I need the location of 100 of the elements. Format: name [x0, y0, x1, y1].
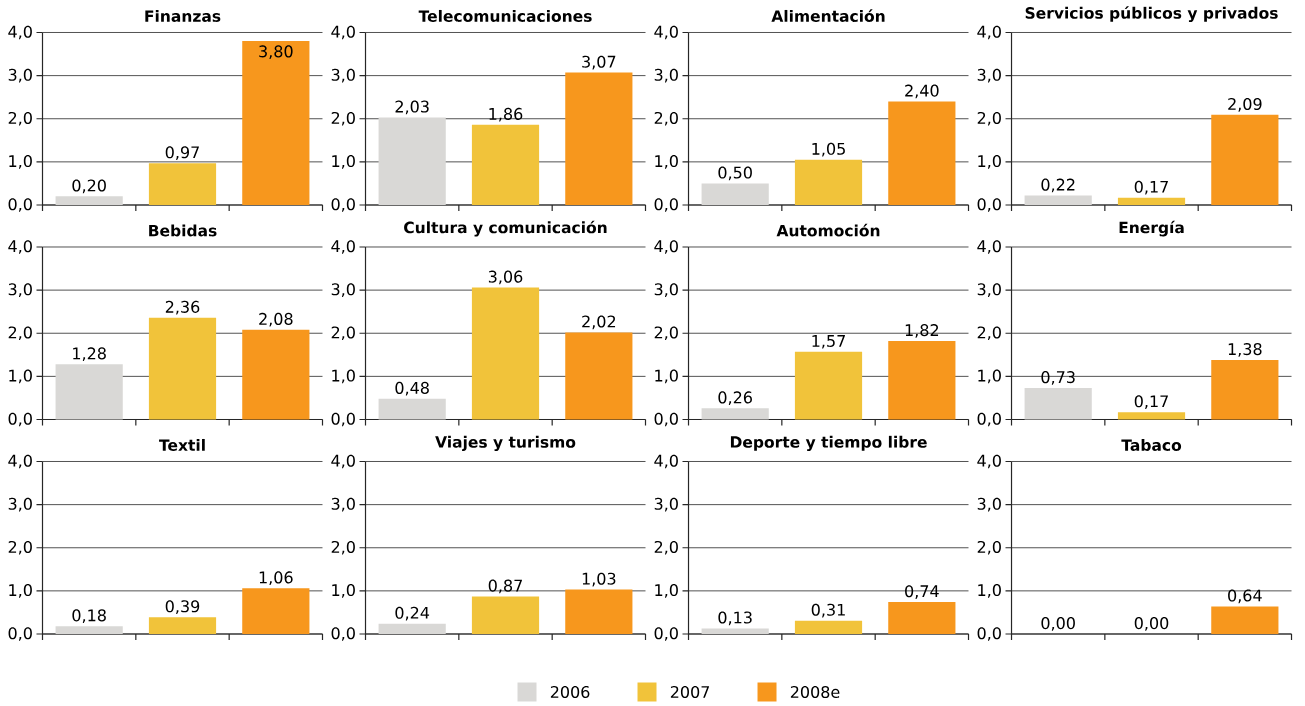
- chart-title: Energía: [1119, 220, 1184, 237]
- y-tick-label: 2,0: [977, 540, 1001, 555]
- y-tick-label: 2,0: [331, 111, 355, 126]
- data-label: 0,00: [1134, 617, 1169, 631]
- y-tick-label: 0,0: [977, 198, 1001, 212]
- data-label: 2,08: [259, 312, 293, 327]
- y-tick-label: 0,0: [8, 627, 32, 641]
- y-tick-label: 3,0: [331, 497, 355, 512]
- y-tick-label: 1,0: [332, 584, 355, 598]
- y-tick-label: 4,0: [331, 25, 355, 40]
- data-label: 0,18: [72, 609, 106, 624]
- y-tick-label: 4,0: [977, 25, 1001, 40]
- data-label: 0,17: [1134, 395, 1168, 409]
- chart-title: Bebidas: [149, 224, 217, 237]
- y-tick-label: 4,0: [654, 240, 678, 254]
- y-tick-label: 1,0: [655, 155, 678, 169]
- data-label: 0,24: [395, 606, 430, 621]
- y-tick-label: 3,0: [331, 283, 355, 297]
- chart-title: Textil: [159, 438, 205, 451]
- chart-title: Telecomunicaciones: [418, 9, 592, 22]
- data-label: 2,36: [165, 300, 200, 315]
- chart-title: Deporte y tiempo libre: [730, 435, 927, 451]
- y-tick-label: 4,0: [331, 240, 355, 254]
- legend-label: 2008e: [790, 685, 840, 699]
- y-tick-label: 0,0: [8, 412, 32, 427]
- y-tick-label: 2,0: [977, 111, 1001, 126]
- y-tick-label: 4,0: [654, 25, 678, 40]
- y-tick-label: 0,0: [654, 627, 678, 641]
- y-tick-label: 1,0: [9, 369, 32, 384]
- data-label: 3,80: [259, 45, 293, 60]
- y-tick-label: 1,0: [655, 584, 678, 598]
- y-tick-label: 1,0: [9, 584, 32, 598]
- y-tick-label: 3,0: [654, 68, 678, 83]
- y-tick-label: 1,0: [978, 155, 1001, 169]
- data-label: 1,86: [489, 107, 523, 122]
- data-label: 3,07: [582, 55, 616, 70]
- legend-label: 2006: [550, 685, 590, 699]
- y-tick-label: 4,0: [977, 454, 1001, 469]
- legend-label: 2007: [670, 685, 710, 699]
- y-tick-label: 4,0: [8, 454, 32, 469]
- chart-title: Automoción: [776, 223, 880, 237]
- y-tick-label: 2,0: [8, 326, 32, 341]
- data-label: 2,02: [582, 315, 616, 330]
- data-label: 0,39: [165, 600, 200, 614]
- data-label: 1,05: [812, 142, 845, 157]
- y-tick-label: 3,0: [654, 497, 678, 512]
- data-label: 1,82: [905, 324, 939, 338]
- chart-title: Viajes y turismo: [435, 435, 576, 451]
- y-tick-label: 1,0: [332, 369, 355, 384]
- data-label: 2,09: [1228, 97, 1262, 112]
- y-tick-label: 2,0: [654, 540, 678, 555]
- y-tick-label: 0,0: [654, 412, 678, 427]
- y-tick-label: 0,0: [331, 412, 355, 427]
- data-label: 1,57: [812, 335, 845, 349]
- chart-title: Cultura y comunicación: [404, 220, 607, 237]
- y-tick-label: 4,0: [8, 25, 32, 40]
- data-label: 0,17: [1134, 180, 1168, 195]
- data-label: 1,06: [259, 571, 293, 586]
- data-label: 1,28: [73, 347, 106, 362]
- data-label: 0,20: [72, 179, 106, 194]
- y-tick-label: 2,0: [977, 326, 1001, 341]
- y-tick-label: 2,0: [8, 540, 32, 555]
- y-tick-label: 4,0: [331, 454, 355, 469]
- y-tick-label: 3,0: [8, 68, 32, 83]
- y-tick-label: 3,0: [8, 283, 32, 297]
- chart-title: Tabaco: [1121, 438, 1182, 451]
- data-label: 0,64: [1228, 589, 1262, 604]
- y-tick-label: 2,0: [331, 326, 355, 341]
- y-tick-label: 4,0: [654, 454, 678, 469]
- y-tick-label: 2,0: [8, 111, 32, 126]
- data-label: 0,50: [718, 166, 752, 181]
- data-label: 0,87: [488, 579, 522, 594]
- data-label: 0,74: [905, 585, 939, 599]
- y-tick-label: 1,0: [655, 369, 678, 384]
- y-tick-label: 3,0: [977, 497, 1001, 512]
- y-tick-label: 0,0: [8, 198, 32, 212]
- y-tick-label: 1,0: [978, 369, 1001, 384]
- data-label: 0,97: [165, 146, 199, 160]
- y-tick-label: 4,0: [977, 240, 1001, 254]
- y-tick-label: 2,0: [654, 111, 678, 126]
- data-label: 1,03: [582, 572, 616, 587]
- y-tick-label: 0,0: [331, 198, 355, 212]
- y-tick-label: 0,0: [331, 627, 355, 641]
- data-label: 0,13: [718, 611, 752, 626]
- y-tick-label: 3,0: [654, 283, 678, 297]
- data-label: 1,38: [1228, 343, 1262, 357]
- data-label: 0,48: [395, 381, 429, 396]
- data-label: 0,22: [1041, 178, 1075, 193]
- y-tick-label: 1,0: [9, 155, 32, 169]
- y-tick-label: 0,0: [977, 627, 1001, 641]
- y-tick-label: 3,0: [8, 497, 32, 512]
- data-label: 2,40: [905, 84, 939, 99]
- y-tick-label: 2,0: [654, 326, 678, 341]
- data-label: 2,03: [395, 100, 429, 115]
- y-tick-label: 1,0: [978, 584, 1001, 598]
- y-tick-label: 3,0: [977, 283, 1001, 297]
- y-tick-label: 0,0: [977, 412, 1001, 427]
- data-label: 3,06: [488, 270, 523, 285]
- y-tick-label: 2,0: [331, 540, 355, 555]
- y-tick-label: 1,0: [332, 155, 355, 169]
